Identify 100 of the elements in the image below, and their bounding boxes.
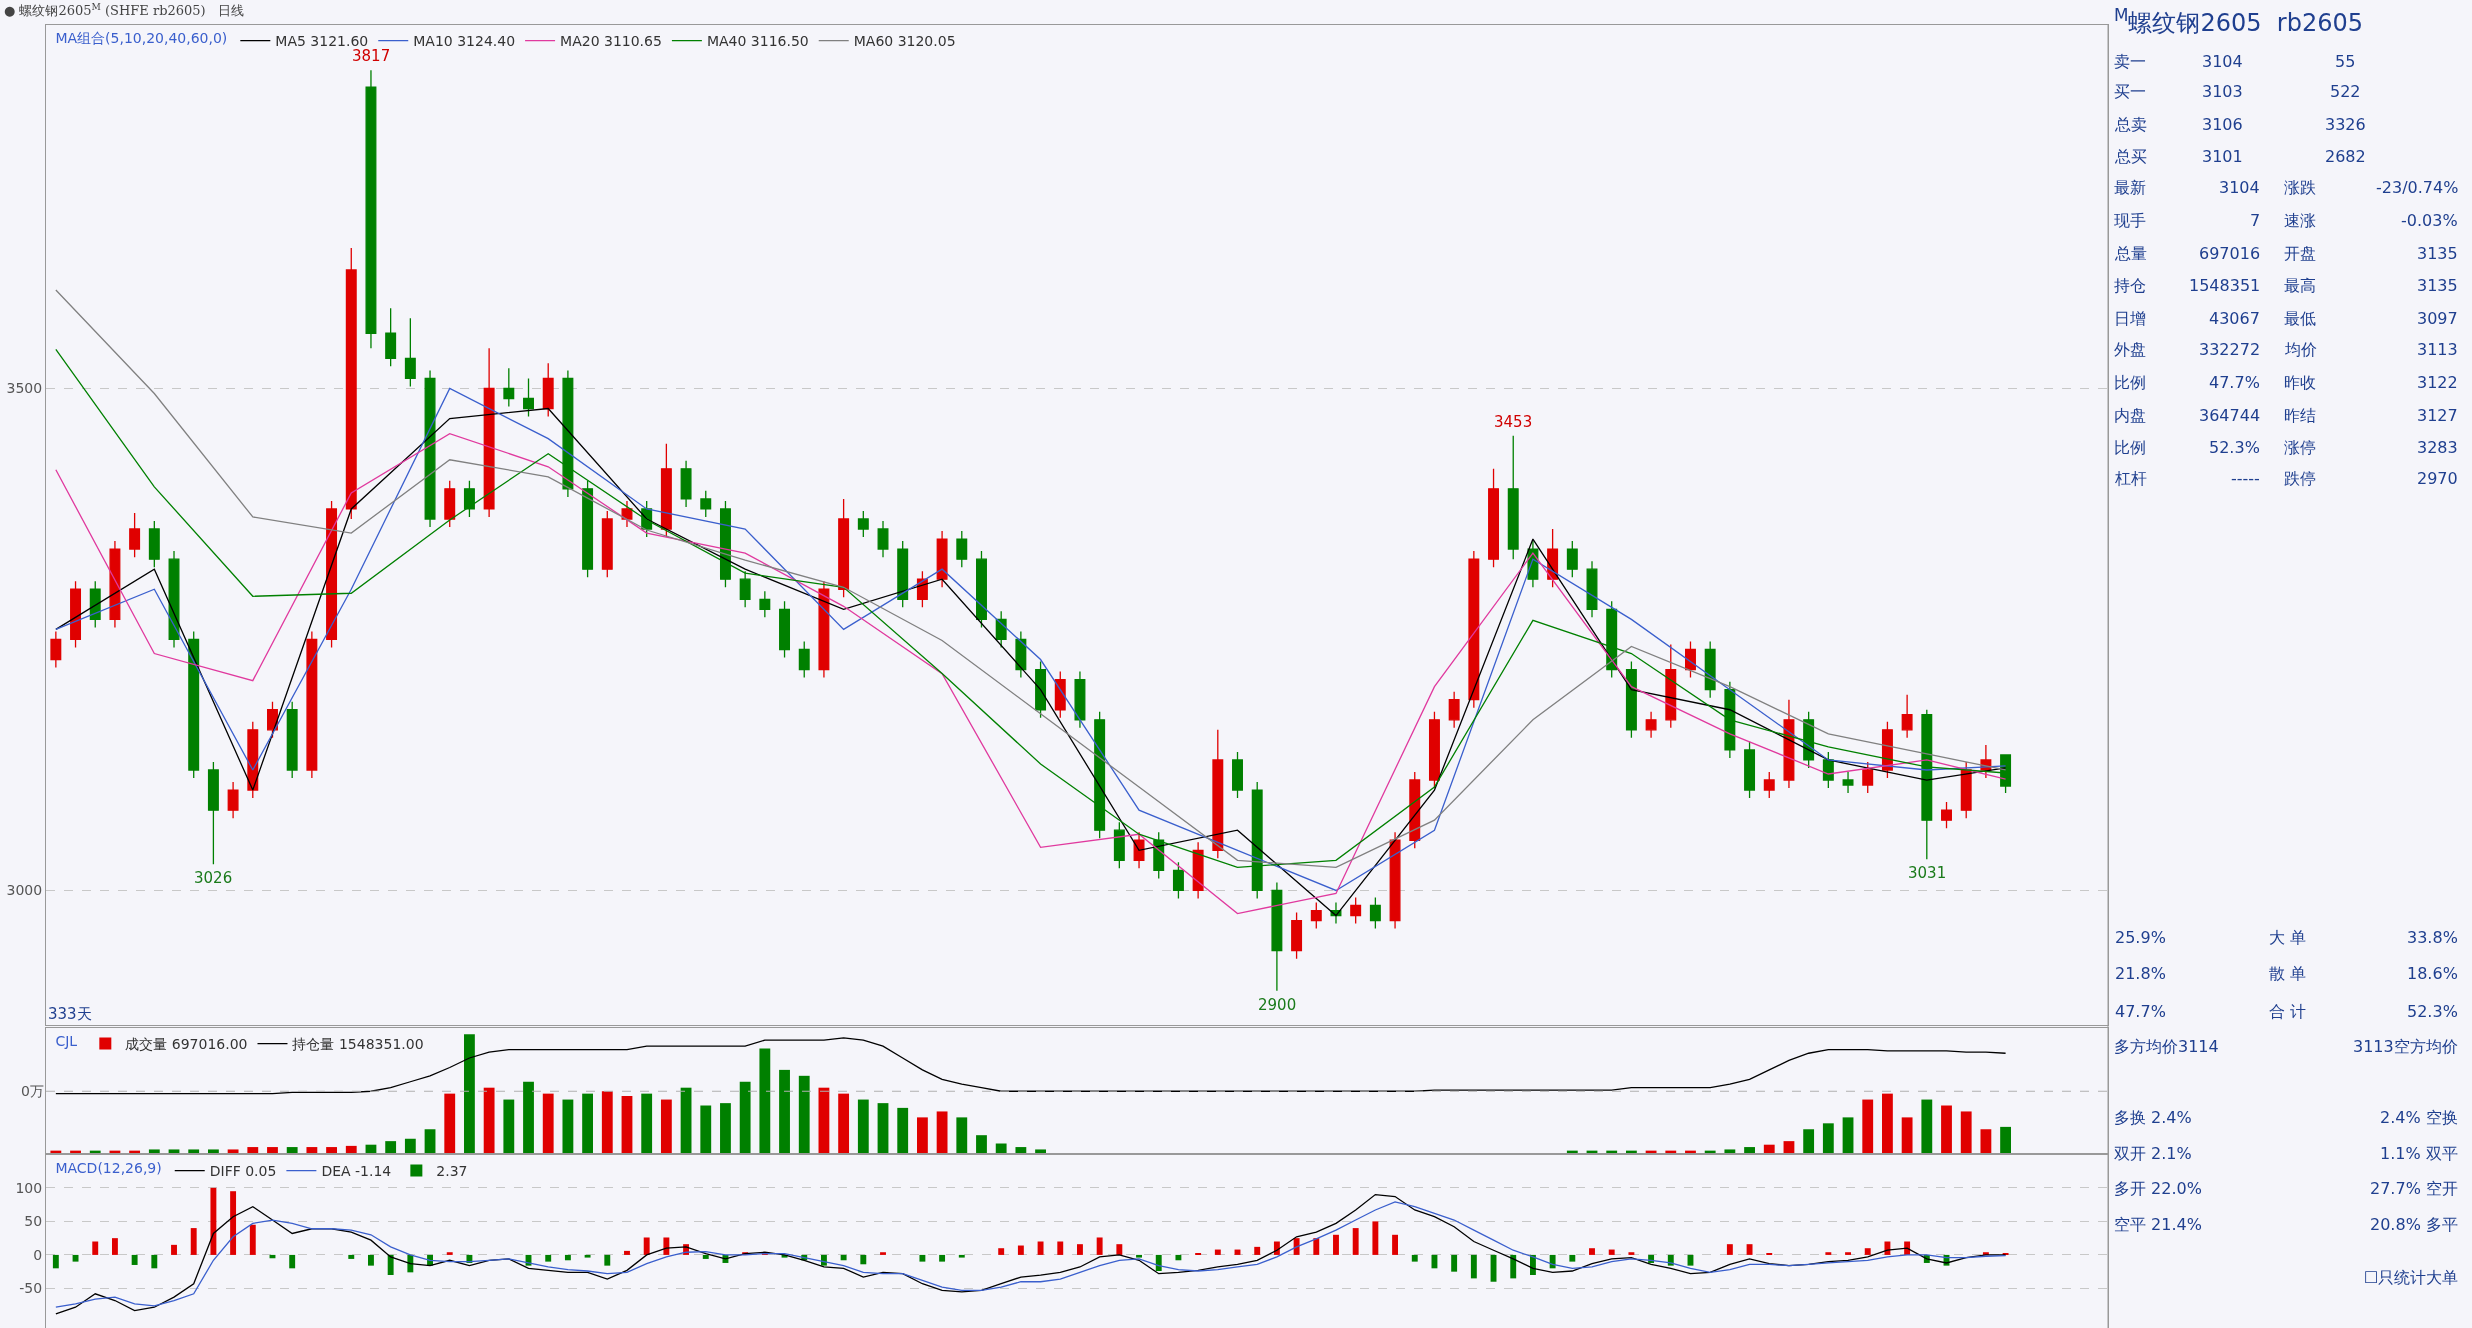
legend-label: 2.37 (436, 1163, 468, 1180)
text: 47.7% (2209, 373, 2260, 392)
y-tick-label: 3000 (6, 882, 43, 899)
text: 均价 (2284, 340, 2317, 359)
legend-label: MA40 3116.50 (706, 33, 809, 50)
text: 双开 2.1% (2114, 1144, 2192, 1163)
legend-label: 持仓量 1548351.00 (292, 1036, 424, 1053)
text: 52.3% (2407, 1002, 2458, 1021)
text: 多方均价3114 (2114, 1037, 2219, 1056)
text: 2970 (2417, 469, 2458, 488)
text: 3122 (2417, 373, 2458, 392)
y-tick-label: 50 (24, 1213, 43, 1230)
text: 日增 (2114, 309, 2146, 328)
text: 总卖 (2114, 115, 2147, 134)
text: 3103 (2202, 82, 2243, 101)
text: 散 单 (2269, 964, 2307, 983)
annotation: 3026 (194, 869, 233, 887)
text: 3101 (2202, 147, 2243, 166)
legend-title: MA组合(5,10,20,40,60,0) (55, 30, 228, 47)
text: 55 (2335, 52, 2356, 71)
text: 2682 (2325, 147, 2366, 166)
legend-label: MA5 3121.60 (275, 33, 369, 50)
text: 总买 (2114, 147, 2147, 166)
text: 开盘 (2284, 244, 2316, 263)
text: 昨结 (2284, 406, 2316, 425)
text: 697016 (2199, 244, 2261, 263)
y-tick-label: -50 (19, 1280, 43, 1297)
text: 持仓 (2114, 276, 2146, 295)
text: 3106 (2202, 115, 2243, 134)
text: 27.7% 空开 (2370, 1179, 2458, 1198)
text: 3135 (2417, 244, 2458, 263)
annotation: 3817 (352, 47, 391, 65)
text: -23/0.74% (2376, 178, 2459, 197)
text: 涨跌 (2284, 178, 2316, 197)
text: 3127 (2417, 406, 2458, 425)
text: 2.4% 空换 (2380, 1108, 2458, 1127)
text: 3113空方均价 (2353, 1037, 2458, 1056)
text: 昨收 (2284, 373, 2316, 392)
chart-title: ● 螺纹钢2605$^{M}$ (SHFE rb2605) 日线 (4, 2, 245, 19)
text: 3104 (2219, 178, 2260, 197)
text: 涨停 (2284, 438, 2316, 457)
text: $^{M}$螺纹钢2605 rb2605 (2114, 5, 2363, 38)
legend-label: MA20 3110.65 (560, 33, 662, 50)
text: 现手 (2114, 211, 2146, 230)
text: ----- (2231, 469, 2260, 488)
text: -0.03% (2401, 211, 2458, 230)
legend-label: DEA -1.14 (321, 1163, 392, 1180)
ref-line-label: 0万 (21, 1083, 44, 1099)
annotation: 2900 (1258, 996, 1297, 1014)
text: 20.8% 多平 (2370, 1215, 2458, 1234)
text: 43067 (2209, 309, 2260, 328)
text: 合 计 (2269, 1002, 2307, 1021)
text: 25.9% (2115, 928, 2166, 947)
text: 52.3% (2209, 438, 2260, 457)
legend-label: MA60 3120.05 (853, 33, 956, 50)
text: 3135 (2417, 276, 2458, 295)
legend-title: MACD(12,26,9) (55, 1160, 162, 1177)
text: 332272 (2199, 340, 2261, 359)
text: 最低 (2284, 309, 2316, 328)
text: 多开 22.0% (2114, 1179, 2202, 1198)
legend-title: CJL (55, 1033, 78, 1050)
text: 3283 (2417, 438, 2458, 457)
text: 速涨 (2284, 211, 2316, 230)
legend-label: DIFF 0.05 (209, 1163, 277, 1180)
text: 杠杆 (2114, 469, 2147, 488)
text: 3097 (2417, 309, 2458, 328)
text: 21.8% (2115, 964, 2166, 983)
text: 7 (2250, 211, 2261, 230)
text: 3113 (2417, 340, 2458, 359)
text: 3104 (2202, 52, 2243, 71)
text: 最高 (2284, 276, 2316, 295)
legend-label: MA10 3124.40 (413, 33, 516, 50)
legend-label: 成交量 697016.00 (125, 1036, 248, 1053)
text: 卖一 (2114, 52, 2146, 71)
text: 买一 (2114, 82, 2146, 101)
text: 1548351 (2189, 276, 2261, 295)
text: 522 (2330, 82, 2361, 101)
text: 比例 (2114, 373, 2146, 392)
text: 364744 (2199, 406, 2261, 425)
annotation: 3453 (1494, 413, 1533, 431)
text: 多换 2.4% (2114, 1108, 2192, 1127)
y-tick-label: 3500 (6, 380, 43, 397)
text: 比例 (2114, 438, 2146, 457)
text: 33.8% (2407, 928, 2458, 947)
y-tick-label: 100 (15, 1179, 43, 1196)
text: 空平 21.4% (2114, 1215, 2202, 1234)
text: 跌停 (2284, 469, 2316, 488)
text: 1.1% 双平 (2380, 1144, 2458, 1163)
text: 大 单 (2269, 928, 2307, 947)
text: 总量 (2114, 244, 2147, 263)
annotation: 333天 (48, 1005, 92, 1023)
text: 47.7% (2115, 1002, 2166, 1021)
text: 最新 (2114, 178, 2146, 197)
text: 3326 (2325, 115, 2366, 134)
text: 外盘 (2114, 340, 2146, 359)
text: 内盘 (2114, 406, 2146, 425)
y-tick-label: 0 (33, 1246, 43, 1263)
text: ☐只统计大单 (2364, 1268, 2459, 1287)
text: 18.6% (2407, 964, 2458, 983)
annotation: 3031 (1908, 864, 1947, 882)
